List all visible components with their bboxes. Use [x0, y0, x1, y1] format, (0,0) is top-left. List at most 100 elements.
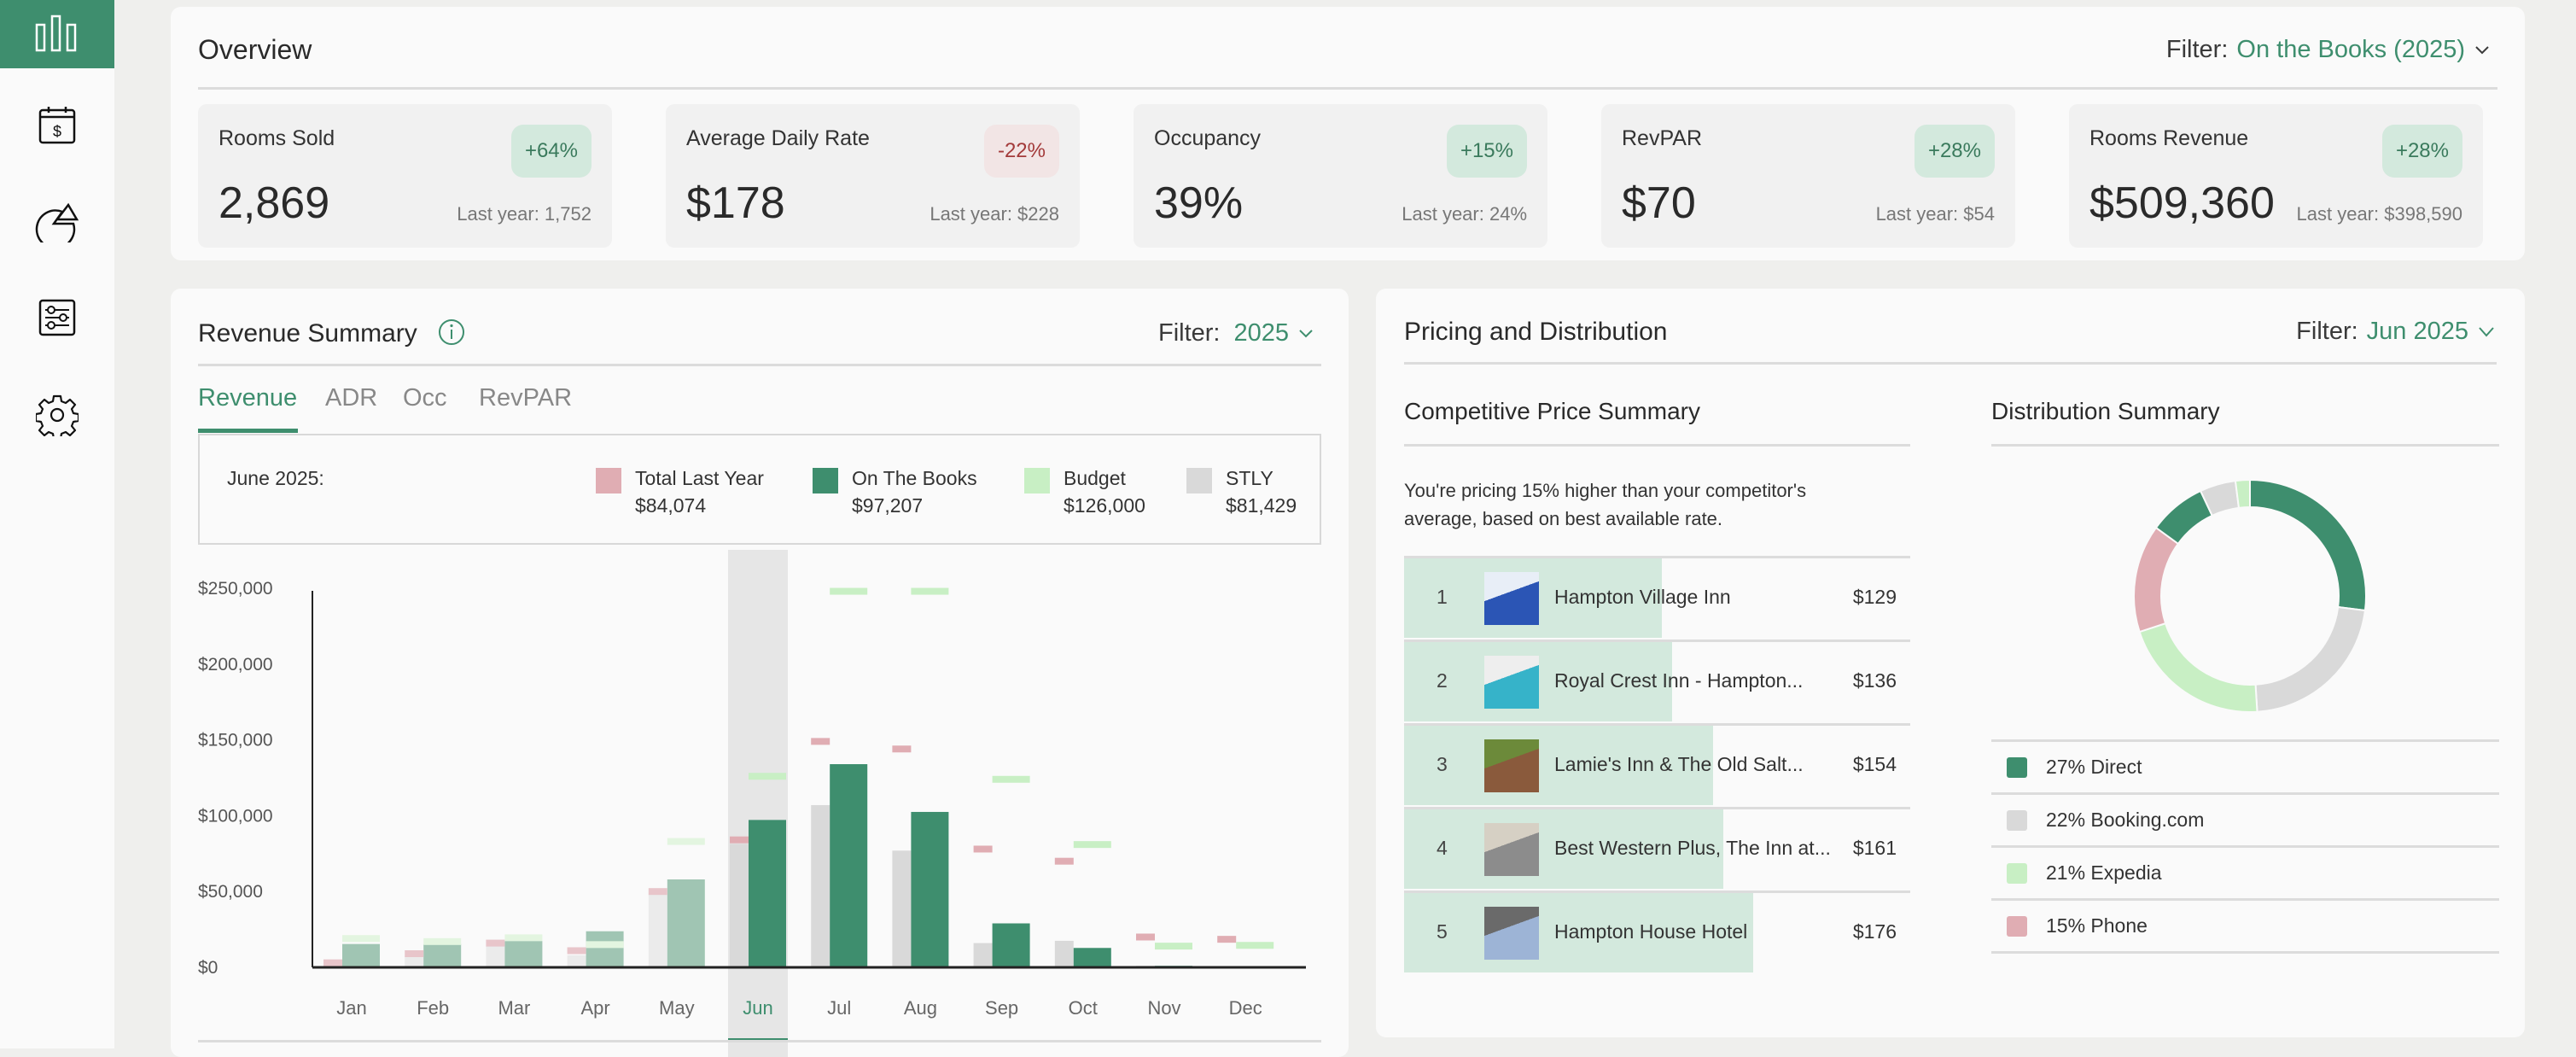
marker-budget-Oct — [1073, 841, 1111, 849]
bar-otb-Jul[interactable] — [830, 764, 868, 967]
bar-stly-Mar[interactable] — [486, 946, 505, 967]
x-tick-label[interactable]: Dec — [1229, 997, 1262, 1019]
legend-item-otb: On The Books $97,207 — [852, 464, 977, 519]
bar-otb-Feb[interactable] — [423, 943, 462, 967]
competitor-name: Best Western Plus, The Inn at... — [1554, 837, 1831, 859]
kpi-card: Rooms Sold +64% 2,869 Last year: 1,752 — [198, 104, 612, 248]
kpi-last-year: Last year: $54 — [1875, 203, 1995, 225]
revenue-filter[interactable]: Filter: 2025 — [1158, 319, 1314, 347]
pricing-distribution-card: Pricing and Distribution Filter: Jun 202… — [1376, 289, 2525, 1037]
kpi-card: Rooms Revenue +28% $509,360 Last year: $… — [2069, 104, 2483, 248]
competitor-price: $154 — [1852, 753, 1897, 775]
bar-otb-Aug[interactable] — [911, 811, 949, 967]
bar-otb-May[interactable] — [667, 879, 705, 967]
divider — [1991, 444, 2499, 447]
bar-otb-Jun[interactable] — [749, 820, 786, 967]
x-tick-label[interactable]: Sep — [985, 997, 1018, 1019]
selected-month-highlight — [728, 550, 788, 1057]
kpi-change-badge: +15% — [1446, 125, 1527, 178]
bar-stly-Jun[interactable] — [730, 844, 749, 967]
bar-stly-Sep[interactable] — [973, 943, 993, 967]
kpi-last-year: Last year: 24% — [1402, 203, 1527, 225]
competitor-row[interactable]: 2 Royal Crest Inn - Hampton... $136 — [1404, 639, 1910, 721]
marker-budget-Mar — [504, 934, 543, 942]
svg-text:$: $ — [53, 123, 61, 140]
kpi-label: Rooms Revenue — [2089, 126, 2249, 150]
competitor-row[interactable]: 1 Hampton Village Inn $129 — [1404, 556, 1910, 638]
overview-card: Overview Filter: On the Books (2025) Roo… — [171, 7, 2525, 260]
bar-otb-Oct[interactable] — [1073, 948, 1111, 967]
price-bar — [1404, 726, 1713, 805]
x-tick-label[interactable]: May — [659, 997, 695, 1019]
y-tick-label: $0 — [198, 958, 218, 978]
distribution-title: Distribution Summary — [1991, 398, 2220, 424]
competitor-row[interactable]: 5 Hampton House Hotel $176 — [1404, 891, 1910, 972]
nav-settings[interactable] — [0, 381, 114, 449]
pricing-title: Pricing and Distribution — [1404, 318, 1668, 346]
nav-rates[interactable]: $ — [0, 91, 114, 159]
competitor-row[interactable]: 3 Lamie's Inn & The Old Salt... $154 — [1404, 723, 1910, 805]
distribution-legend: 27% Direct 22% Booking.com 21% Expedia 15% … — [1991, 739, 2499, 961]
marker-budget-Feb — [423, 937, 462, 945]
x-tick-label[interactable]: Mar — [498, 997, 530, 1019]
bar-otb-Sep[interactable] — [992, 923, 1030, 967]
marker-last-year-May — [648, 888, 667, 896]
tab-occ[interactable]: Occ — [403, 384, 447, 412]
distribution-swatch — [2007, 863, 2027, 884]
nav-settings-sliders[interactable] — [0, 283, 114, 352]
legend-swatch-last-year — [596, 468, 621, 493]
overview-filter[interactable]: Filter: On the Books (2025) — [2166, 36, 2491, 64]
bar-otb-Jan[interactable] — [342, 943, 380, 967]
info-icon[interactable] — [437, 318, 466, 347]
x-tick-label[interactable]: Oct — [1069, 997, 1098, 1019]
nav-reports[interactable] — [0, 188, 114, 256]
competitor-row[interactable]: 4 Best Western Plus, The Inn at... $161 — [1404, 807, 1910, 889]
bar-stly-Feb[interactable] — [405, 956, 424, 967]
revenue-chart: $0 $50,000 $100,000 $150,000 $200,000 $250,00… — [198, 550, 1321, 1057]
competitor-rank: 1 — [1437, 586, 1448, 608]
kpi-last-year: Last year: $228 — [930, 203, 1059, 225]
sliders-icon — [38, 299, 76, 336]
competitive-title: Competitive Price Summary — [1404, 398, 1700, 424]
x-tick-label[interactable]: Jun — [743, 997, 772, 1019]
competitor-list: 1 Hampton Village Inn $129 2 Royal Crest… — [1404, 556, 1910, 974]
filter-label: Filter: — [2165, 36, 2229, 63]
legend-label: Total Last Year — [635, 467, 764, 489]
pricing-filter[interactable]: Filter: Jun 2025 — [2296, 318, 2496, 346]
nav-dashboard[interactable] — [0, 0, 114, 68]
chart-legend: June 2025: Total Last Year $84,074 On The… — [198, 434, 1321, 545]
bar-otb-Apr[interactable] — [586, 931, 624, 967]
bar-stly-Apr[interactable] — [567, 955, 586, 967]
tab-revenue[interactable]: Revenue — [198, 384, 298, 412]
competitor-price: $129 — [1852, 586, 1897, 608]
competitive-summary-text: You're pricing 15% higher than your comp… — [1404, 480, 1807, 529]
marker-budget-Sep — [992, 775, 1030, 783]
x-tick-label[interactable]: Apr — [580, 997, 609, 1019]
tab-revpar[interactable]: RevPAR — [479, 384, 573, 412]
bar-stly-Jul[interactable] — [811, 804, 830, 967]
x-tick-label[interactable]: Feb — [417, 997, 449, 1019]
legend-item-last-year: Total Last Year $84,074 — [635, 464, 764, 519]
kpi-label: Occupancy — [1154, 126, 1262, 150]
x-tick-label[interactable]: Aug — [904, 997, 937, 1019]
marker-last-year-Dec — [1217, 936, 1237, 943]
bar-stly-Oct[interactable] — [1054, 940, 1074, 967]
marker-last-year-Aug — [892, 745, 912, 753]
marker-last-year-Jan — [323, 959, 342, 966]
marker-last-year-Feb — [405, 950, 424, 958]
y-tick-label: $200,000 — [198, 655, 273, 674]
legend-label: STLY — [1226, 467, 1273, 489]
kpi-value: $509,360 — [2089, 178, 2275, 228]
marker-budget-May — [667, 838, 705, 845]
x-tick-label[interactable]: Jul — [827, 997, 851, 1019]
distribution-item: 27% Direct — [1991, 739, 2499, 792]
kpi-card: Occupancy +15% 39% Last year: 24% — [1134, 104, 1547, 248]
revenue-summary-title: Revenue Summary — [198, 319, 417, 347]
x-tick-label[interactable]: Nov — [1147, 997, 1180, 1019]
bar-otb-Mar[interactable] — [504, 940, 543, 967]
x-tick-label[interactable]: Jan — [336, 997, 366, 1019]
bar-stly-May[interactable] — [648, 894, 667, 967]
tab-adr[interactable]: ADR — [325, 384, 378, 412]
distribution-item: 15% Phone — [1991, 898, 2499, 951]
bar-stly-Aug[interactable] — [892, 850, 912, 967]
